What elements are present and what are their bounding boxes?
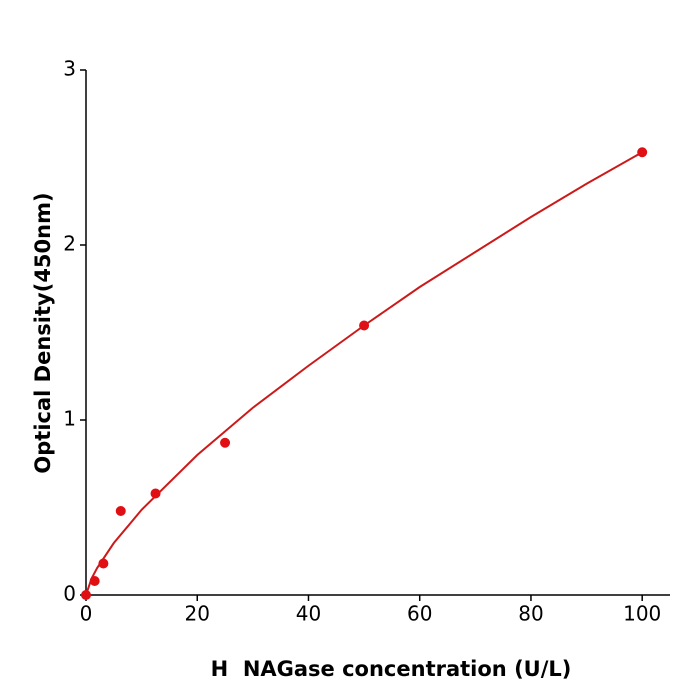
x-tick-label: 0 <box>80 602 93 626</box>
data-point <box>98 558 109 569</box>
x-axis-title: H NAGase concentration (U/L) <box>211 657 572 681</box>
y-tick-label: 0 <box>63 582 76 606</box>
x-tick-label: 80 <box>518 602 543 626</box>
x-tick-label: 100 <box>623 602 661 626</box>
y-tick-label: 3 <box>63 57 76 81</box>
data-point <box>637 147 648 158</box>
data-point <box>115 506 126 516</box>
data-point <box>89 576 100 586</box>
data-point <box>81 590 91 600</box>
fit-curve <box>85 151 643 596</box>
x-tick-label: 20 <box>185 602 210 626</box>
data-point <box>150 488 161 499</box>
x-tick-label: 60 <box>407 602 432 626</box>
data-point <box>359 320 370 331</box>
data-point <box>220 437 231 448</box>
x-tick-label: 40 <box>296 602 321 626</box>
y-axis-title: Optical Density(450nm) <box>31 192 55 473</box>
y-tick-label: 2 <box>63 232 76 256</box>
y-tick-label: 1 <box>63 407 76 431</box>
